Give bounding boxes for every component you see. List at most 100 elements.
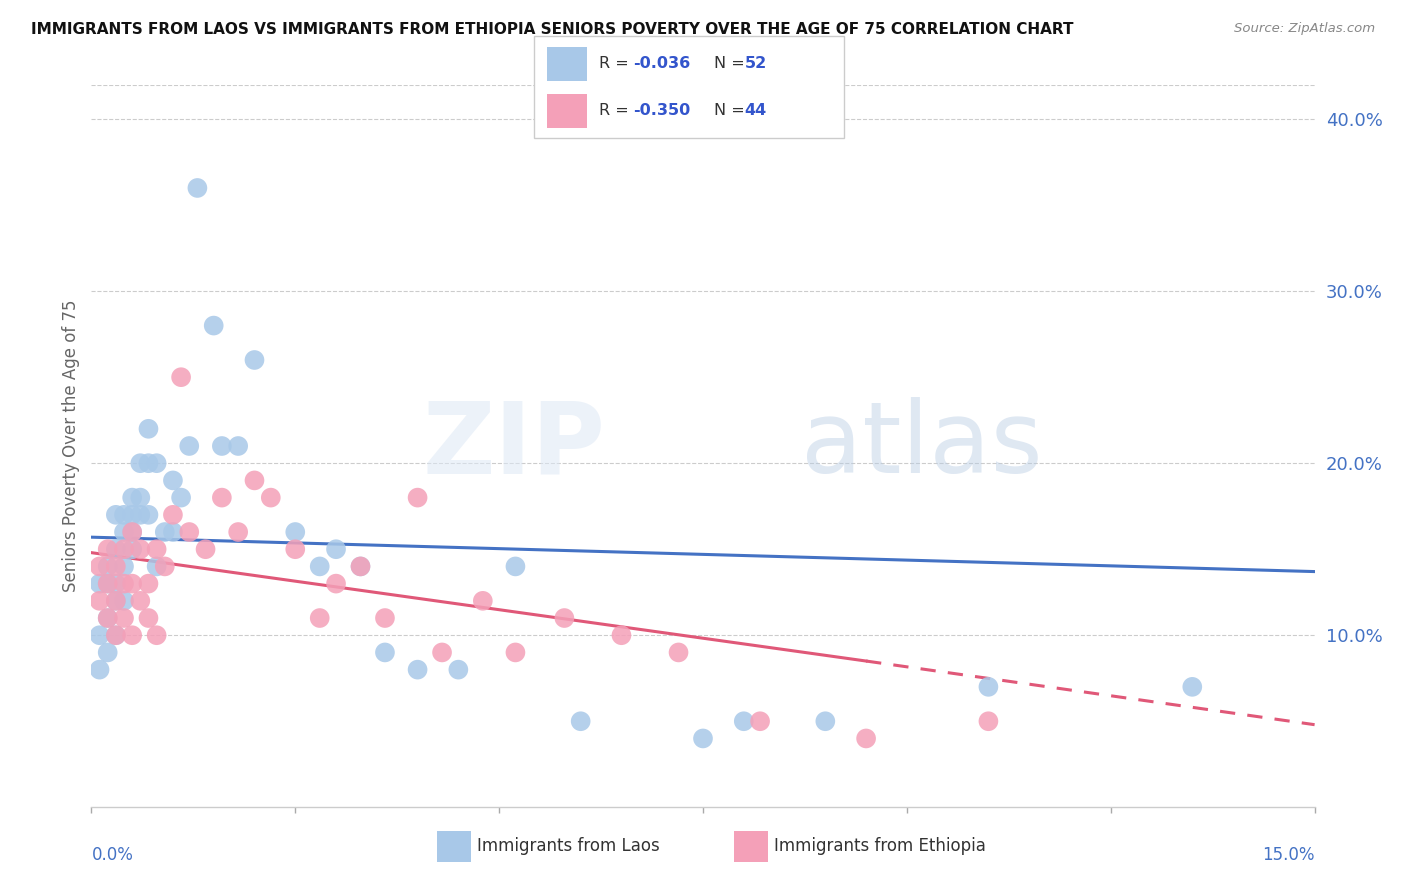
Point: [97, 576, 120, 591]
Point: [97, 645, 120, 659]
Point: [610, 628, 633, 642]
Point: [104, 576, 127, 591]
Point: [284, 524, 307, 539]
Point: [855, 731, 877, 746]
Point: [129, 542, 152, 557]
Point: [374, 645, 396, 659]
Point: [129, 456, 152, 470]
Point: [104, 508, 127, 522]
Point: [97, 576, 120, 591]
Point: [170, 370, 193, 384]
Text: 15.0%: 15.0%: [1263, 847, 1315, 864]
Point: [97, 559, 120, 574]
Point: [325, 542, 347, 557]
Point: [733, 714, 755, 729]
Point: [89, 594, 111, 608]
Point: [89, 663, 111, 677]
Text: R =: R =: [599, 56, 634, 71]
Text: N =: N =: [714, 56, 749, 71]
Point: [202, 318, 225, 333]
Point: [1181, 680, 1204, 694]
Point: [138, 422, 160, 436]
Point: [406, 663, 429, 677]
Text: Immigrants from Laos: Immigrants from Laos: [477, 837, 659, 855]
Point: [308, 611, 330, 625]
Point: [97, 542, 120, 557]
Point: [153, 524, 176, 539]
Text: IMMIGRANTS FROM LAOS VS IMMIGRANTS FROM ETHIOPIA SENIORS POVERTY OVER THE AGE OF: IMMIGRANTS FROM LAOS VS IMMIGRANTS FROM …: [31, 22, 1073, 37]
Point: [145, 542, 167, 557]
Point: [112, 524, 135, 539]
Text: 44: 44: [745, 103, 766, 118]
Point: [145, 456, 167, 470]
Point: [112, 611, 135, 625]
Point: [145, 559, 167, 574]
Text: Immigrants from Ethiopia: Immigrants from Ethiopia: [775, 837, 986, 855]
Point: [104, 559, 127, 574]
Point: [138, 576, 160, 591]
Point: [129, 508, 152, 522]
Point: [211, 491, 233, 505]
Point: [121, 542, 143, 557]
Point: [121, 508, 143, 522]
Text: ZIP: ZIP: [422, 398, 605, 494]
Point: [374, 611, 396, 625]
Point: [138, 611, 160, 625]
Point: [179, 439, 201, 453]
Point: [112, 559, 135, 574]
Point: [194, 542, 217, 557]
Point: [749, 714, 772, 729]
Point: [814, 714, 837, 729]
Point: [104, 628, 127, 642]
Y-axis label: Seniors Poverty Over the Age of 75: Seniors Poverty Over the Age of 75: [62, 300, 80, 592]
Point: [104, 594, 127, 608]
Point: [325, 576, 347, 591]
Point: [308, 559, 330, 574]
Point: [692, 731, 714, 746]
Point: [121, 491, 143, 505]
Text: N =: N =: [714, 103, 749, 118]
Point: [211, 439, 233, 453]
Point: [447, 663, 470, 677]
Point: [977, 714, 1000, 729]
Text: R =: R =: [599, 103, 634, 118]
Bar: [734, 831, 768, 862]
Point: [162, 524, 184, 539]
Point: [129, 491, 152, 505]
Point: [505, 645, 527, 659]
Point: [406, 491, 429, 505]
Point: [138, 508, 160, 522]
Text: -0.350: -0.350: [633, 103, 690, 118]
Point: [226, 524, 249, 539]
Point: [97, 611, 120, 625]
Point: [121, 576, 143, 591]
Point: [121, 524, 143, 539]
Point: [186, 181, 208, 195]
Point: [349, 559, 371, 574]
Point: [553, 611, 575, 625]
Point: [112, 594, 135, 608]
Point: [260, 491, 283, 505]
Point: [243, 474, 266, 488]
Point: [430, 645, 453, 659]
Point: [349, 559, 371, 574]
Point: [112, 542, 135, 557]
Text: 0.0%: 0.0%: [91, 847, 134, 864]
Point: [112, 576, 135, 591]
Bar: [547, 47, 586, 81]
Text: Source: ZipAtlas.com: Source: ZipAtlas.com: [1234, 22, 1375, 36]
Text: atlas: atlas: [801, 398, 1042, 494]
FancyBboxPatch shape: [534, 36, 844, 138]
Point: [284, 542, 307, 557]
Point: [138, 456, 160, 470]
Point: [153, 559, 176, 574]
Point: [89, 559, 111, 574]
Point: [129, 594, 152, 608]
Point: [170, 491, 193, 505]
Point: [505, 559, 527, 574]
Point: [104, 542, 127, 557]
Text: -0.036: -0.036: [633, 56, 690, 71]
Point: [104, 628, 127, 642]
Point: [104, 594, 127, 608]
Point: [162, 474, 184, 488]
